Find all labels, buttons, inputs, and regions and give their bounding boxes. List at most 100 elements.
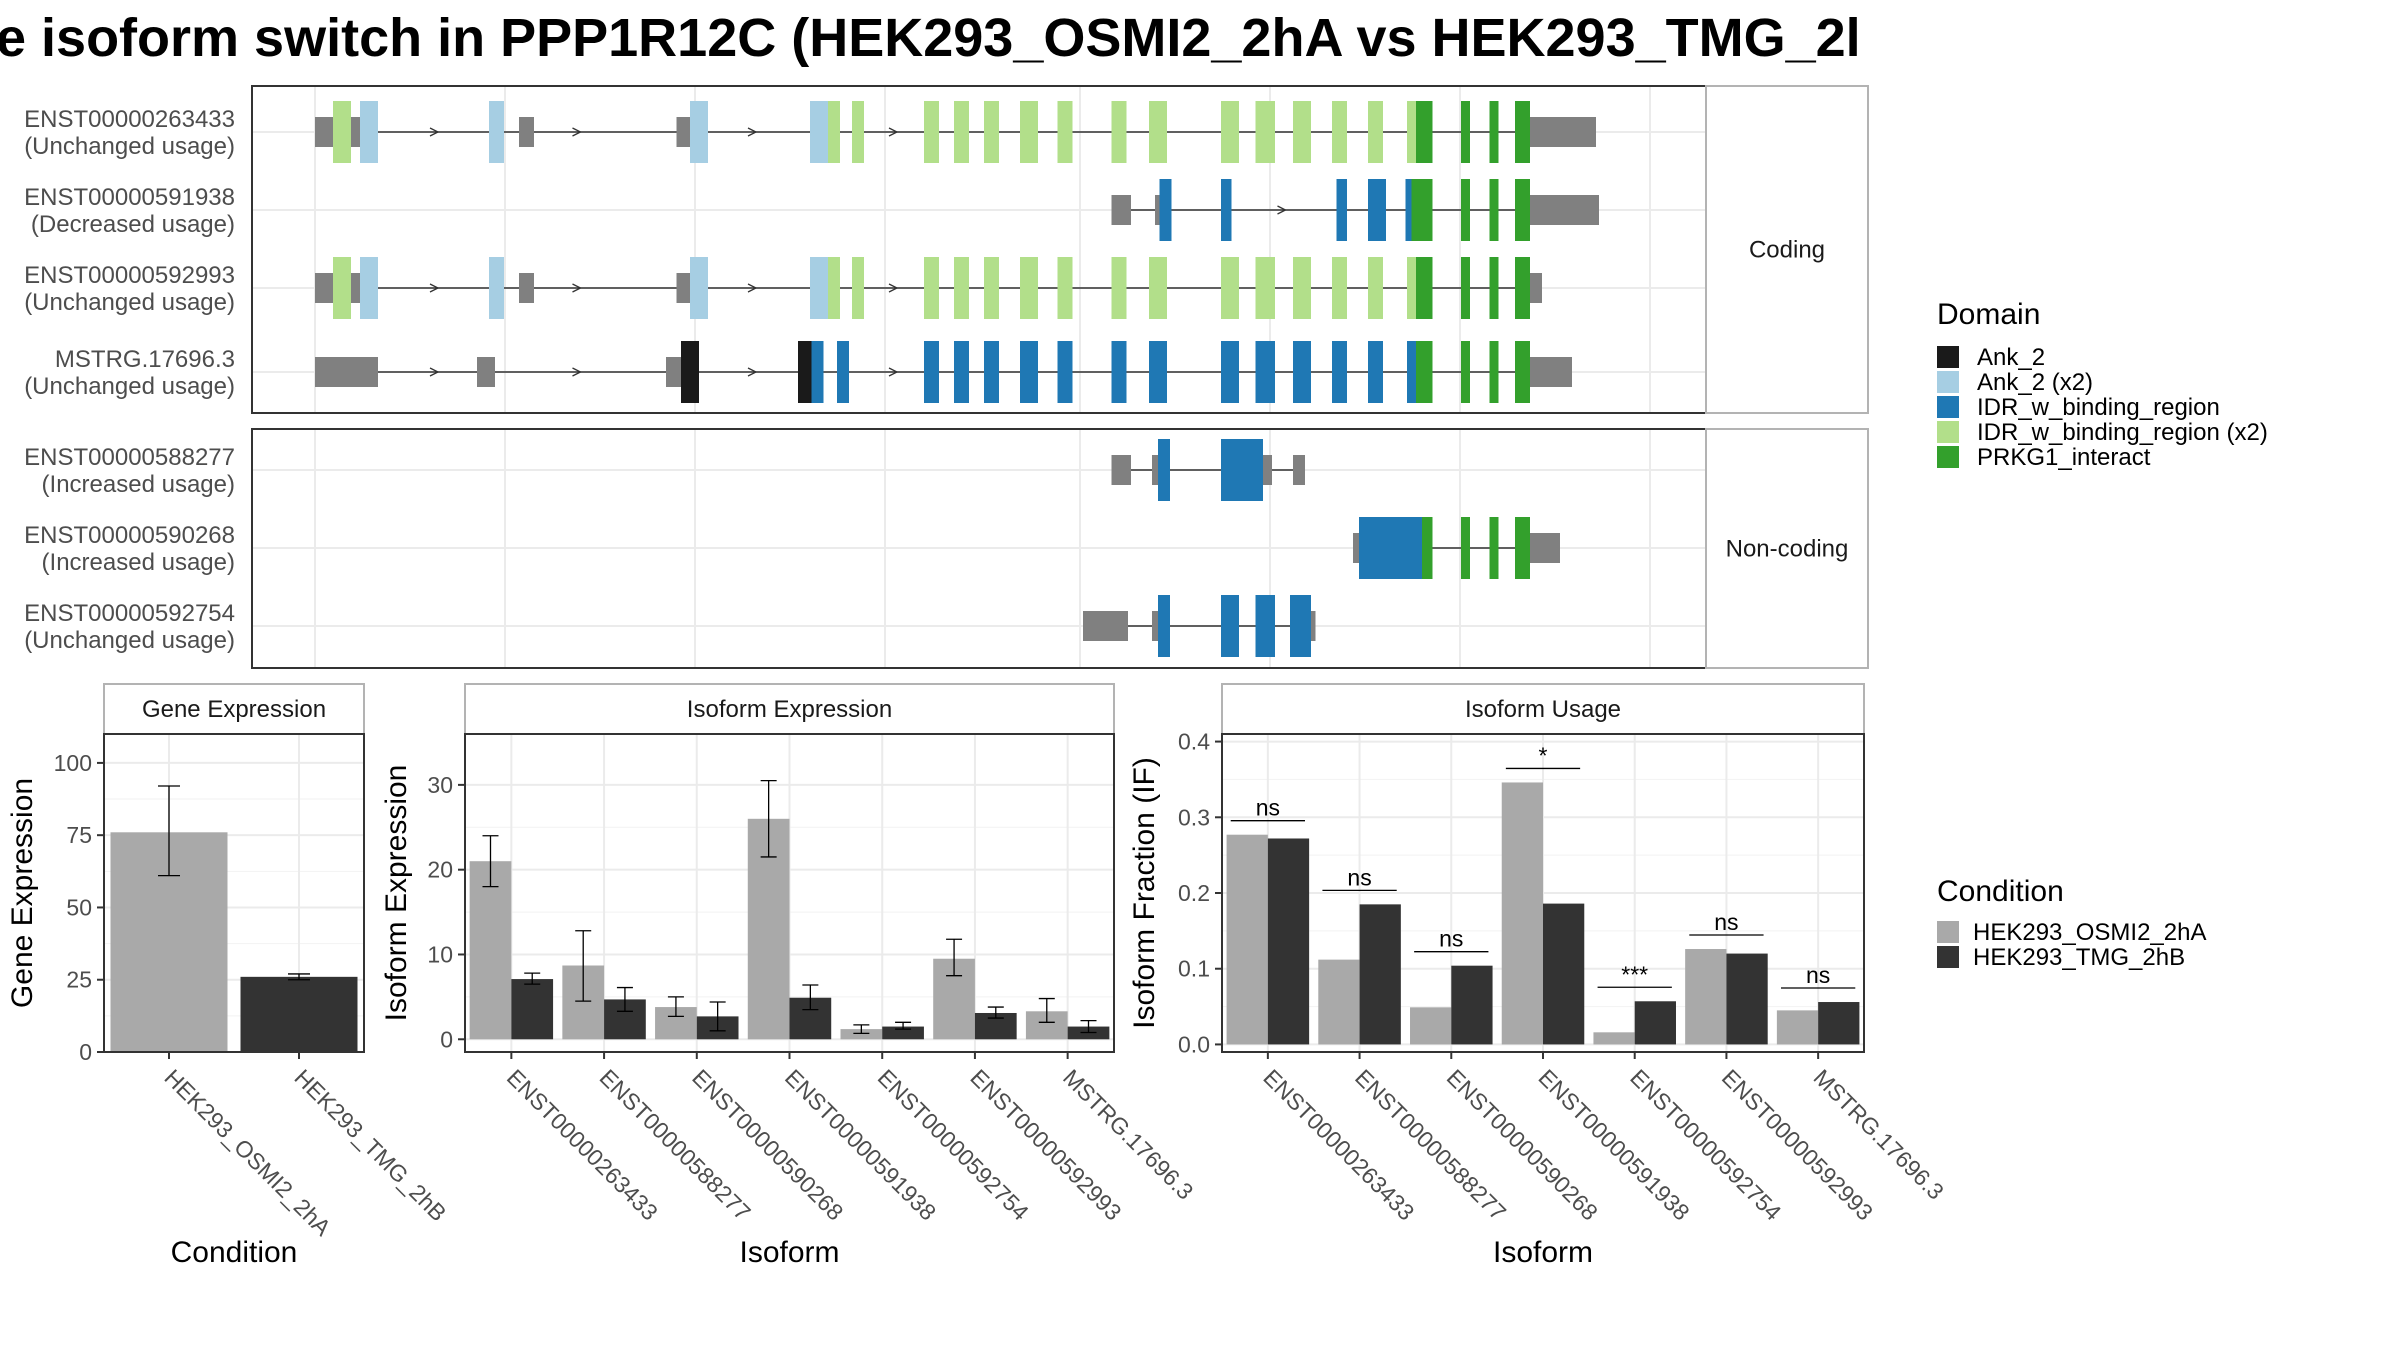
domain-exon xyxy=(1149,101,1167,163)
y-tick-label: 0.2 xyxy=(1178,880,1210,906)
utr-exon xyxy=(1263,455,1272,485)
domain-exon xyxy=(1293,101,1311,163)
bar xyxy=(1818,1002,1860,1045)
bar xyxy=(1318,959,1360,1045)
domain-exon xyxy=(1221,439,1263,501)
transcript-usage-label: (Increased usage) xyxy=(42,549,235,576)
domain-exon xyxy=(1255,101,1275,163)
strand-arrow xyxy=(572,127,582,137)
strand-arrow xyxy=(888,367,899,377)
domain-legend-label: IDR_w_binding_region (x2) xyxy=(1977,419,2268,446)
x-tick-label: ENST00000592754 xyxy=(1625,1064,1786,1225)
domain-exon xyxy=(954,341,969,403)
utr-exon xyxy=(666,357,681,387)
significance-label: ns xyxy=(1256,795,1280,821)
utr-exon xyxy=(1111,455,1131,485)
domain-exon xyxy=(1290,595,1311,657)
condition-legend-key xyxy=(1937,946,1959,968)
bar xyxy=(1226,834,1268,1045)
bar xyxy=(1501,782,1543,1045)
domain-exon xyxy=(1020,341,1038,403)
transcript-id-label: ENST00000263433 xyxy=(24,106,235,133)
domain-exon xyxy=(1221,179,1232,241)
isoform-expression-chart: Isoform Expression 0 10 20 30 ENST00000263433… xyxy=(380,683,1199,1269)
domain-legend-key xyxy=(1937,421,1959,443)
domain-exon xyxy=(1407,101,1416,163)
utr-exon xyxy=(477,357,495,387)
utr-exon xyxy=(1530,357,1572,387)
x-tick-label: ENST00000588277 xyxy=(595,1064,756,1225)
domain-exon xyxy=(1461,341,1470,403)
domain-legend-key xyxy=(1937,396,1959,418)
strand-arrow xyxy=(572,283,582,293)
domain-exon xyxy=(489,101,504,163)
domain-exon xyxy=(810,257,828,319)
utr-exon xyxy=(351,273,360,303)
domain-exon xyxy=(1489,341,1499,403)
domain-exon xyxy=(1293,341,1311,403)
transcript-id-label: ENST00000590268 xyxy=(24,522,235,549)
y-tick-label: 0 xyxy=(79,1039,92,1065)
domain-exon xyxy=(1368,257,1383,319)
domain-legend-key xyxy=(1937,446,1959,468)
significance-label: ns xyxy=(1347,864,1371,890)
domain-exon xyxy=(852,101,864,163)
y-tick-label: 30 xyxy=(427,772,453,798)
utr-exon xyxy=(1353,533,1359,563)
x-tick-label: ENST00000590268 xyxy=(687,1064,848,1225)
domain-exon xyxy=(1111,341,1127,403)
utr-exon xyxy=(1530,117,1596,147)
utr-exon xyxy=(1155,195,1160,225)
domain-exon xyxy=(1255,341,1275,403)
significance-label: * xyxy=(1539,742,1548,768)
domain-legend-label: PRKG1_interact xyxy=(1977,444,2151,471)
domain-exon xyxy=(1332,257,1347,319)
domain-exon xyxy=(1411,179,1433,241)
domain-exon xyxy=(1405,179,1412,241)
bar xyxy=(1776,1010,1819,1045)
bar xyxy=(240,976,358,1052)
utr-exon xyxy=(315,273,333,303)
domain-exon xyxy=(1515,341,1530,403)
domain-exon xyxy=(1149,341,1167,403)
domain-exon xyxy=(489,257,504,319)
transcript-strip xyxy=(1705,428,1869,669)
domain-exon xyxy=(360,101,378,163)
utr-exon xyxy=(1083,611,1128,641)
domain-exon xyxy=(1461,101,1470,163)
domain-exon xyxy=(1111,101,1127,163)
domain-exon xyxy=(1422,517,1433,579)
transcript-panel-bg xyxy=(252,86,1706,413)
bar xyxy=(1685,949,1727,1045)
strand-arrow xyxy=(429,283,440,293)
transcript-id-label: ENST00000591938 xyxy=(24,184,235,211)
domain-exon xyxy=(333,101,351,163)
bar xyxy=(1267,838,1310,1045)
domain-exon xyxy=(690,101,708,163)
domain-exon xyxy=(811,341,824,403)
domain-legend-label: Ank_2 xyxy=(1977,344,2045,371)
domain-exon xyxy=(1489,517,1499,579)
condition-legend-label: HEK293_TMG_2hB xyxy=(1973,944,2185,971)
domain-exon xyxy=(1255,595,1275,657)
y-tick-label: 0.3 xyxy=(1178,804,1210,830)
transcript-structure-panel: ENST00000263433(Unchanged usage)ENST0000… xyxy=(24,85,1869,669)
utr-exon xyxy=(1293,455,1305,485)
bar xyxy=(1726,953,1768,1045)
chart-strip xyxy=(1221,683,1865,735)
domain-exon xyxy=(852,257,864,319)
x-tick-label: ENST00000263433 xyxy=(1258,1064,1419,1225)
bar xyxy=(469,861,512,1040)
domain-exon xyxy=(1416,257,1433,319)
y-tick-label: 20 xyxy=(427,857,453,883)
domain-exon xyxy=(954,257,969,319)
utr-exon xyxy=(676,273,690,303)
x-axis-title: Condition xyxy=(171,1236,298,1269)
y-tick-label: 10 xyxy=(427,941,453,967)
plot-frame xyxy=(464,733,1115,1053)
condition-legend-key xyxy=(1937,921,1959,943)
strand-arrow xyxy=(747,283,758,293)
domain-legend-key xyxy=(1937,346,1959,368)
utr-exon xyxy=(1530,195,1599,225)
